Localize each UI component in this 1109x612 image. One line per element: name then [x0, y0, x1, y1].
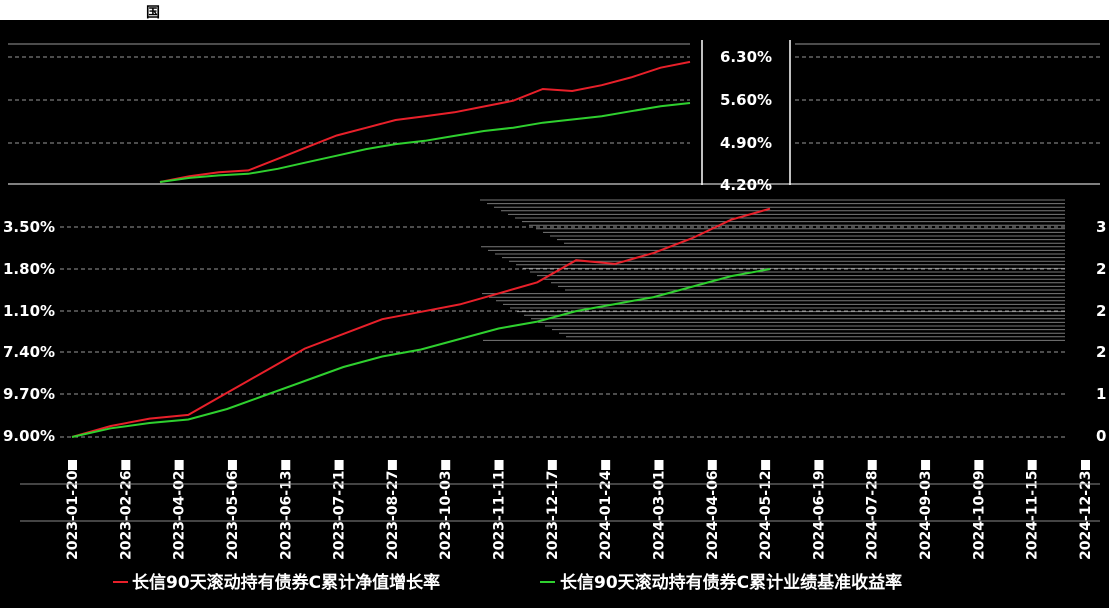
- x-tick-label: 2023-11-11: [492, 470, 508, 560]
- x-tick-mark: [707, 460, 717, 470]
- x-tick-label: 2024-11-15: [1025, 470, 1041, 560]
- y-tick-label: 5.60%: [720, 91, 772, 109]
- y-tick-label: 7.40%: [3, 343, 55, 361]
- y-tick-label: 6.30%: [720, 48, 772, 66]
- x-tick-mark: [921, 460, 931, 470]
- x-tick-label: 2023-06-13: [278, 470, 294, 560]
- legend-label-1: 长信90天滚动持有债券C累计净值增长率: [132, 572, 440, 593]
- x-tick-mark: [761, 460, 771, 470]
- y-right-tick-label: 0: [1096, 427, 1106, 445]
- x-tick-mark: [334, 460, 344, 470]
- x-tick-label: 2023-02-26: [118, 470, 134, 560]
- y-tick-label: 4.90%: [720, 134, 772, 152]
- y-right-tick-label: 2: [1096, 302, 1106, 320]
- y-right-tick-label: 2: [1096, 260, 1106, 278]
- y-right-tick-label: 1: [1096, 385, 1106, 403]
- x-tick-label: 2024-03-01: [651, 470, 667, 560]
- x-tick-mark: [494, 460, 504, 470]
- x-tick-mark: [974, 460, 984, 470]
- series-line-top-1: [159, 60, 691, 183]
- x-tick-label: 2023-01-20: [65, 470, 81, 560]
- x-tick-label: 2023-08-27: [385, 470, 401, 560]
- x-tick-mark: [654, 460, 664, 470]
- x-tick-label: 2023-07-21: [332, 470, 348, 560]
- x-tick-label: 2024-06-19: [811, 470, 827, 560]
- x-tick-mark: [441, 460, 451, 470]
- x-tick-label: 2023-05-06: [225, 470, 241, 560]
- x-tick-label: 2024-04-06: [705, 470, 721, 560]
- x-tick-label: 2024-07-28: [865, 470, 881, 560]
- x-tick-mark: [547, 460, 557, 470]
- y-tick-label: 1.80%: [3, 260, 55, 278]
- x-tick-label: 2024-12-23: [1078, 470, 1094, 560]
- y-right-labels: 0 1 2 2 2 3: [1096, 218, 1106, 445]
- x-tick-mark: [867, 460, 877, 470]
- corner-label: 国: [146, 5, 160, 21]
- y-tick-label: 9.00%: [3, 427, 55, 445]
- x-tick-label: 2023-10-03: [438, 470, 454, 560]
- y-tick-label: 3.50%: [3, 218, 55, 236]
- x-tick-label: 2024-01-24: [598, 470, 614, 560]
- y-tick-label: 1.10%: [3, 302, 55, 320]
- y-right-tick-label: 3: [1096, 218, 1106, 236]
- x-tick-mark: [1081, 460, 1090, 470]
- x-tick-mark: [227, 460, 237, 470]
- x-tick-label: 2024-09-03: [918, 470, 934, 560]
- y-tick-label: 9.70%: [3, 385, 55, 403]
- x-tick-mark: [1027, 460, 1037, 470]
- series-top: [159, 60, 691, 183]
- x-tick-mark: [281, 460, 291, 470]
- grid-top: [8, 40, 1100, 185]
- x-tick-label: 2024-10-09: [971, 470, 987, 560]
- glitch-lines: [480, 199, 1065, 341]
- x-tick-mark: [387, 460, 397, 470]
- legend: 长信90天滚动持有债券C累计净值增长率 长信90天滚动持有债券C累计业绩基准收益…: [113, 572, 902, 593]
- y-left-labels: 9.00% 9.70% 7.40% 1.10% 1.80% 3.50% 4.20% 4.90%…: [3, 48, 772, 445]
- x-tick-label: 2023-12-17: [545, 470, 561, 560]
- x-tick-label: 2024-05-12: [758, 470, 774, 560]
- x-tick-mark: [68, 460, 77, 470]
- top-white-strip: [0, 0, 1109, 20]
- legend-label-2: 长信90天滚动持有债券C累计业绩基准收益率: [560, 572, 902, 593]
- series-line-top-2: [159, 102, 691, 183]
- x-tick-mark: [601, 460, 611, 470]
- x-labels: 2023-01-20 2023-02-26 2023-04-02 2023-05-06…: [20, 460, 1100, 560]
- y-right-tick-label: 2: [1096, 343, 1106, 361]
- x-tick-label: 2023-04-02: [172, 470, 188, 560]
- series-line-1: [71, 207, 771, 438]
- y-tick-label: 4.20%: [720, 176, 772, 194]
- plot-background: [0, 20, 1109, 608]
- series-line-2: [71, 268, 771, 438]
- x-tick-mark: [174, 460, 184, 470]
- x-tick-mark: [814, 460, 824, 470]
- series-main: [71, 207, 771, 438]
- x-tick-mark: [121, 460, 131, 470]
